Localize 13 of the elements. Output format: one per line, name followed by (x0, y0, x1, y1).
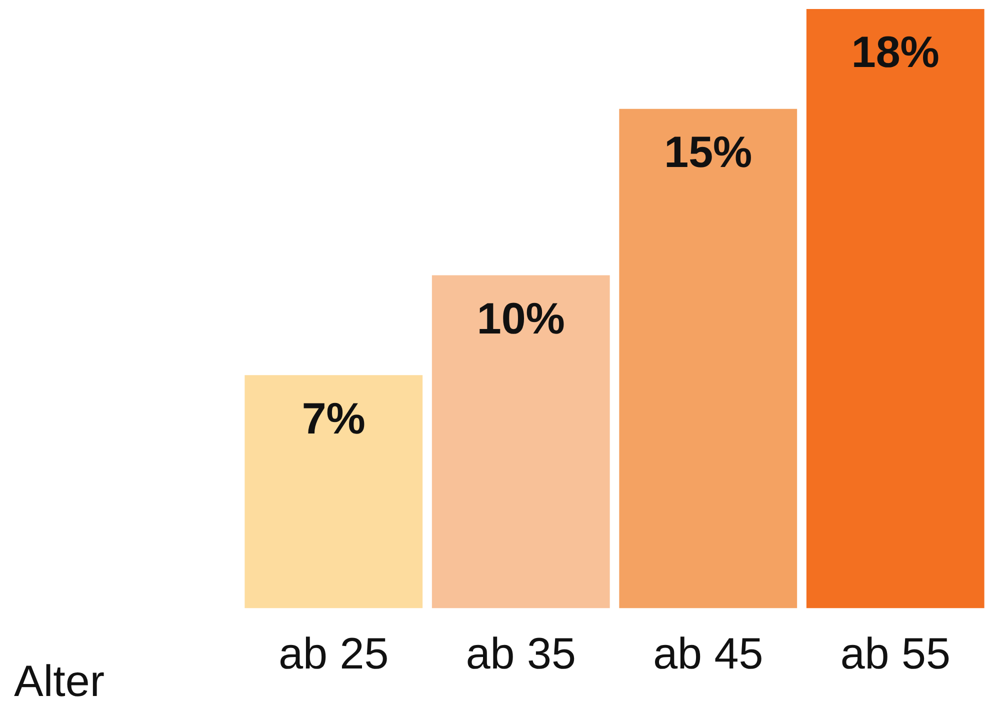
x-tick-label: ab 55 (840, 630, 950, 679)
data-label: 7% (302, 394, 366, 444)
x-tick-label: ab 25 (278, 630, 389, 679)
data-label: 15% (664, 128, 752, 178)
data-label: 18% (851, 28, 940, 78)
data-label: 10% (476, 294, 565, 344)
bar (806, 9, 984, 608)
x-tick-label: ab 45 (653, 630, 764, 679)
x-tick-label: ab 35 (466, 630, 576, 679)
bar (244, 375, 423, 608)
bar (619, 108, 798, 608)
x-axis-title: Alter (14, 657, 104, 705)
bar (432, 275, 610, 608)
